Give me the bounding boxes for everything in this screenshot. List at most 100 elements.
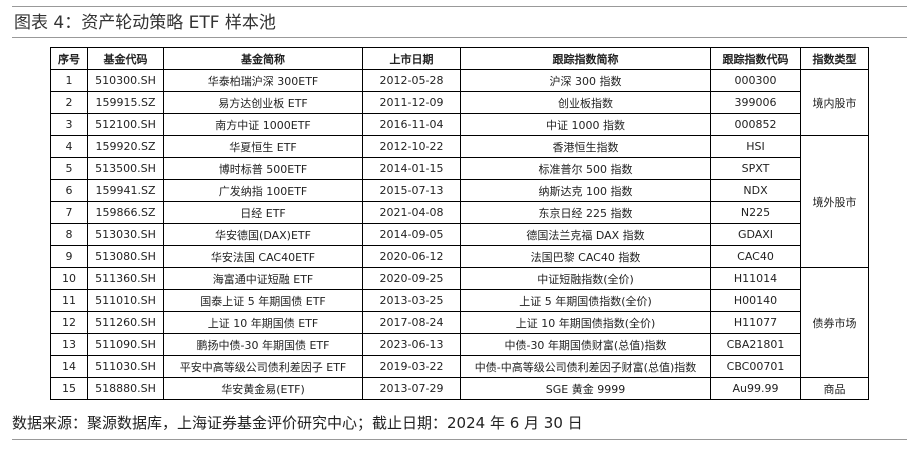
cell: H00140 (710, 289, 801, 312)
cell: 511010.SH (87, 289, 164, 312)
cell: SGE 黄金 9999 (460, 377, 711, 400)
cell: SPXT (710, 157, 801, 180)
cell: 1 (50, 69, 88, 92)
cell: 中债-中高等级公司债利差因子财富(总值)指数 (460, 355, 711, 378)
cell: 510300.SH (87, 69, 164, 92)
cell: 德国法兰克福 DAX 指数 (460, 223, 711, 246)
cell: 2020-06-12 (362, 245, 461, 268)
cell: CBC00701 (710, 355, 801, 378)
cell: 4 (50, 135, 88, 158)
cell: 香港恒生指数 (460, 135, 711, 158)
table-row: 2 159915.SZ 易方达创业板 ETF 2011-12-09 创业板指数 39900… (50, 91, 869, 114)
cell: 513080.SH (87, 245, 164, 268)
cell: 上证 10 年期国债 ETF (163, 311, 363, 334)
header-row: 序号 基金代码 基金简称 上市日期 跟踪指数简称 跟踪指数代码 指数类型 (50, 47, 869, 70)
cell: 2019-03-22 (362, 355, 461, 378)
column-header: 跟踪指数简称 (460, 47, 711, 70)
cell: 易方达创业板 ETF (163, 91, 363, 114)
cell: 399006 (710, 91, 801, 114)
cell: 512100.SH (87, 113, 164, 136)
table-row: 13 511090.SH 鹏扬中债-30 年期国债 ETF 2023-06-13 中债-… (50, 333, 869, 356)
cell: 广发纳指 100ETF (163, 179, 363, 202)
cell: 国泰上证 5 年期国债 ETF (163, 289, 363, 312)
cell: 2015-07-13 (362, 179, 461, 202)
cell: 2 (50, 91, 88, 114)
cell: 2014-01-15 (362, 157, 461, 180)
cell: 鹏扬中债-30 年期国债 ETF (163, 333, 363, 356)
cell: 2020-09-25 (362, 267, 461, 290)
title: 图表 4：资产轮动策略 ETF 样本池 (12, 6, 907, 38)
cell: 159866.SZ (87, 201, 164, 224)
table-row: 14 511030.SH 平安中高等级公司债利差因子 ETF 2019-03-22 中债… (50, 355, 869, 378)
cell: 12 (50, 311, 88, 334)
cell: H11077 (710, 311, 801, 334)
cell: 博时标普 500ETF (163, 157, 363, 180)
table-row: 3 512100.SH 南方中证 1000ETF 2016-11-04 中证 1000 … (50, 113, 869, 136)
cell: 创业板指数 (460, 91, 711, 114)
cell: 13 (50, 333, 88, 356)
cell: 9 (50, 245, 88, 268)
cell: 日经 ETF (163, 201, 363, 224)
cell: HSI (710, 135, 801, 158)
table-row: 5 513500.SH 博时标普 500ETF 2014-01-15 标准普尔 500 … (50, 157, 869, 180)
cell: 511030.SH (87, 355, 164, 378)
column-header: 序号 (50, 47, 88, 70)
cell: 华安法国 CAC40ETF (163, 245, 363, 268)
cell: 3 (50, 113, 88, 136)
table-row: 4 159920.SZ 华夏恒生 ETF 2012-10-22 香港恒生指数 HSI 境外股… (50, 135, 869, 268)
cell: 2012-10-22 (362, 135, 461, 158)
etf-table: 序号 基金代码 基金简称 上市日期 跟踪指数简称 跟踪指数代码 指数类型 1 510300.S… (50, 47, 869, 400)
cell: 标准普尔 500 指数 (460, 157, 711, 180)
cell: 纳斯达克 100 指数 (460, 179, 711, 202)
cell: 华夏恒生 ETF (163, 135, 363, 158)
cell: 上证 10 年期国债指数(全价) (460, 311, 711, 334)
cell: 511090.SH (87, 333, 164, 356)
cell: 159920.SZ (87, 135, 164, 158)
cell: 华泰柏瑞沪深 300ETF (163, 69, 363, 92)
cell: 中债-30 年期国债财富(总值)指数 (460, 333, 711, 356)
table-body: 1 510300.SH 华泰柏瑞沪深 300ETF 2012-05-28 沪深 300 … (50, 69, 869, 400)
cell: 法国巴黎 CAC40 指数 (460, 245, 711, 268)
table-row: 10 511360.SH 海富通中证短融 ETF 2020-09-25 中证短融指数(全… (50, 267, 869, 378)
table-row: 6 159941.SZ 广发纳指 100ETF 2015-07-13 纳斯达克 100 … (50, 179, 869, 202)
cell: 159941.SZ (87, 179, 164, 202)
cell: NDX (710, 179, 801, 202)
cell: 华安德国(DAX)ETF (163, 223, 363, 246)
cell: 沪深 300 指数 (460, 69, 711, 92)
cell: 平安中高等级公司债利差因子 ETF (163, 355, 363, 378)
cell: 南方中证 1000ETF (163, 113, 363, 136)
cell: H11014 (710, 267, 801, 290)
cell: 2017-08-24 (362, 311, 461, 334)
cell: 513500.SH (87, 157, 164, 180)
cell: 000300 (710, 69, 801, 92)
column-header: 基金代码 (87, 47, 164, 70)
cell: 上证 5 年期国债指数(全价) (460, 289, 711, 312)
table-row: 11 511010.SH 国泰上证 5 年期国债 ETF 2013-03-25 上证 5… (50, 289, 869, 312)
cell: 11 (50, 289, 88, 312)
cell: 14 (50, 355, 88, 378)
cell: 511360.SH (87, 267, 164, 290)
source-note: 数据来源：聚源数据库，上海证券基金评价研究中心；截止日期：2024 年 6 月 … (12, 406, 907, 440)
cell: 2012-05-28 (362, 69, 461, 92)
index-type: 商品 (800, 377, 869, 400)
cell: 518880.SH (87, 377, 164, 400)
cell: 中证 1000 指数 (460, 113, 711, 136)
cell: GDAXI (710, 223, 801, 246)
cell: 2013-03-25 (362, 289, 461, 312)
cell: 7 (50, 201, 88, 224)
cell: 海富通中证短融 ETF (163, 267, 363, 290)
cell: 华安黄金易(ETF) (163, 377, 363, 400)
cell: 2016-11-04 (362, 113, 461, 136)
table-row: 1 510300.SH 华泰柏瑞沪深 300ETF 2012-05-28 沪深 300 … (50, 69, 869, 136)
cell: 8 (50, 223, 88, 246)
index-type: 境内股市 (800, 69, 869, 136)
cell: 000852 (710, 113, 801, 136)
cell: 159915.SZ (87, 91, 164, 114)
column-header: 基金简称 (163, 47, 363, 70)
cell: 2021-04-08 (362, 201, 461, 224)
cell: Au99.99 (710, 377, 801, 400)
cell: 6 (50, 179, 88, 202)
cell: 5 (50, 157, 88, 180)
cell: 中证短融指数(全价) (460, 267, 711, 290)
